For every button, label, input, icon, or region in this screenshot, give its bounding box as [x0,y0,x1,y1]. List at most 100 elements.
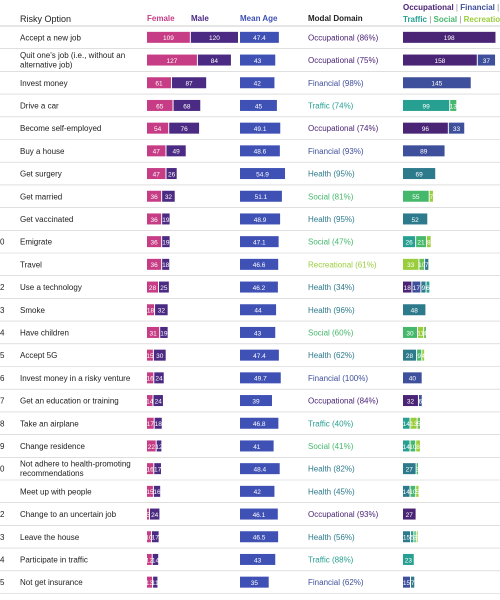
modal-domain-label: Health (45%) [308,487,355,496]
option-label: Change to an uncertain job [20,510,117,519]
domain-segment [416,485,419,497]
domain-segment-label: 8 [427,239,431,246]
domain-segment-label: 13 [450,103,458,110]
domain-segment [403,258,419,270]
mean-age-value-label: 46.2 [253,285,266,292]
option-label: Emigrate [20,238,53,247]
mean-age-bar [240,236,279,248]
female-value-label: 22 [148,444,156,451]
row-number: 3 [0,533,5,542]
domain-segment [417,349,422,361]
modal-domain-label: Traffic (40%) [308,419,354,428]
modal-domain-label: Financial (98%) [308,79,364,88]
female-bar [147,258,162,270]
domain-segment-label: 6 [426,285,430,292]
female-bar [147,417,154,429]
mean-age-bar [240,190,282,202]
female-value-label: 36 [150,262,158,269]
female-value-label: 10 [145,535,153,542]
option-label: Travel [20,260,42,269]
male-bar [173,99,201,111]
domain-segment [450,99,457,111]
female-bar [147,485,153,497]
legend-occupational: Occupational [403,3,454,12]
modal-domain-label: Health (34%) [308,283,355,292]
mean-age-bar [240,553,276,565]
female-bar [147,326,160,338]
option-label: Use a technology [20,283,82,292]
male-value-label: 18 [155,421,163,428]
male-value-label: 19 [160,330,168,337]
option-label: Leave the house [20,533,80,542]
domain-segment-label: 5 [410,535,414,542]
female-bar [147,54,197,66]
domain-segment-label: 37 [483,58,491,65]
domain-segment [424,326,427,338]
domain-segment-label: 145 [431,81,442,88]
mean-age-value-label: 54.9 [256,171,269,178]
domain-segment [403,122,448,134]
female-bar [147,99,173,111]
mean-age-bar [240,349,279,361]
row-number: 6 [0,374,5,383]
domain-segment-label: 7 [430,194,434,201]
mean-age-value-label: 35 [251,580,259,587]
domain-segment-label: 14 [403,421,411,428]
female-value-label: 17 [147,421,155,428]
header-mean-age: Mean Age [240,14,278,23]
mean-age-value-label: 49.7 [254,376,267,383]
domain-segment-label: 9 [422,285,426,292]
female-value-label: 15 [146,353,154,360]
domain-segment [403,168,436,180]
domain-segment [403,31,496,43]
domain-segment-label: 14 [403,489,411,496]
male-bar [171,77,207,89]
mean-age-value-label: 42 [254,81,262,88]
row-number: 2 [0,283,5,292]
domain-segment [418,395,422,407]
option-label: Get married [20,192,62,201]
female-value-label: 18 [147,308,155,315]
domain-segment [448,122,465,134]
female-bar [147,372,154,384]
domain-segment-label: 17 [413,285,421,292]
male-bar [154,372,164,384]
row-number: 3 [0,306,5,315]
domain-segment-label: 4 [421,353,425,360]
option-label: Accept a new job [20,33,81,42]
female-value-label: 36 [150,217,158,224]
domain-segment-label: 69 [415,171,423,178]
option-label: recommendations [20,469,84,478]
header-modal-domain: Modal Domain [308,14,363,23]
mean-age-bar [240,258,279,270]
row-number: 5 [0,578,5,587]
domain-segment [403,99,450,111]
mean-age-value-label: 43 [254,330,262,337]
mean-age-bar [240,145,280,157]
male-bar [162,213,170,225]
domain-segment-label: 23 [405,557,413,564]
option-label: Take an airplane [20,419,79,428]
male-value-label: 68 [183,103,191,110]
female-bar [147,213,162,225]
female-bar [147,531,151,543]
male-value-label: 32 [165,194,173,201]
mean-age-value-label: 45 [255,103,263,110]
male-bar [154,417,162,429]
domain-segment [477,54,496,66]
domain-segment [417,417,420,429]
modal-domain-label: Social (81%) [308,192,354,201]
modal-domain-label: Financial (100%) [308,374,368,383]
option-label: Not get insurance [20,578,83,587]
domain-segment-label: 9 [417,353,421,360]
mean-age-bar [240,395,272,407]
mean-age-value-label: 47.4 [253,35,266,42]
domain-segment [403,508,416,520]
female-value-label: 36 [150,194,158,201]
option-label: Change residence [20,442,85,451]
domain-segment-label: 158 [434,58,445,65]
male-bar [166,145,186,157]
mean-age-value-label: 39 [252,398,260,405]
mean-age-value-label: 43 [254,58,262,65]
